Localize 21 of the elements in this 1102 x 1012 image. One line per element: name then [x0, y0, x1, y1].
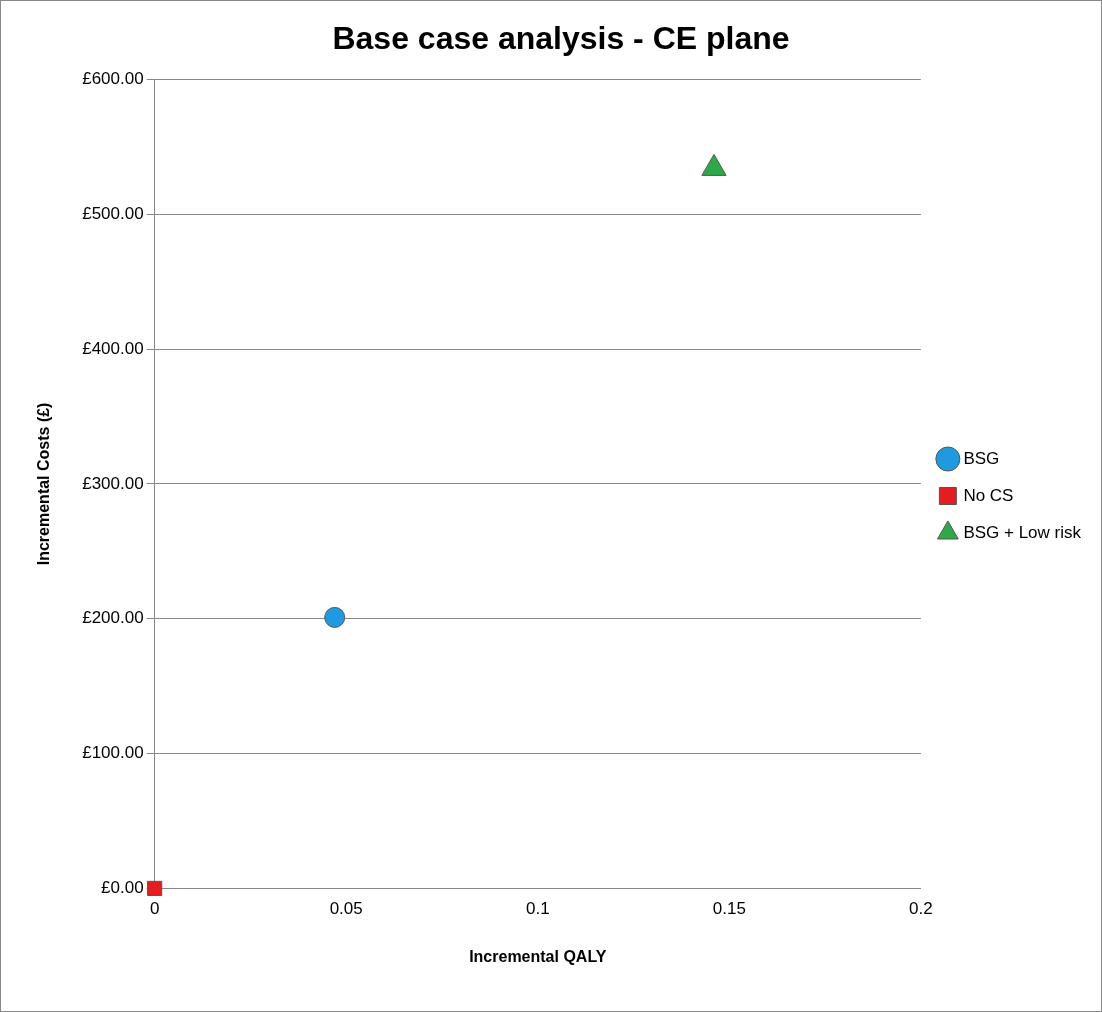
y-axis-title: Incremental Costs (£) — [35, 402, 53, 566]
y-tick-label: £0.00 — [101, 878, 144, 898]
y-tick-label: £600.00 — [82, 69, 144, 89]
point — [324, 606, 346, 628]
x-tick-label: 0 — [149, 899, 160, 919]
y-tick-label: £400.00 — [82, 338, 144, 358]
x-tick-label: 0.2 — [909, 899, 933, 919]
y-tick-label: £100.00 — [82, 743, 144, 763]
x-tick-label: 0.05 — [329, 899, 363, 919]
x-tick-label: 0.15 — [712, 899, 746, 919]
x-tick-label: 0.1 — [525, 899, 550, 919]
y-tick-label: £200.00 — [82, 608, 144, 628]
legend-label: BSG — [963, 448, 1000, 468]
y-tick-label: £500.00 — [82, 203, 144, 223]
legend-label: BSG + Low risk — [963, 522, 1082, 542]
chart-title: Base case analysis - CE plane — [332, 20, 790, 57]
point — [147, 880, 163, 896]
y-tick-label: £300.00 — [82, 473, 144, 493]
legend-label: No CS — [963, 485, 1014, 505]
x-axis-title: Incremental QALY — [469, 947, 607, 965]
point — [701, 153, 727, 176]
